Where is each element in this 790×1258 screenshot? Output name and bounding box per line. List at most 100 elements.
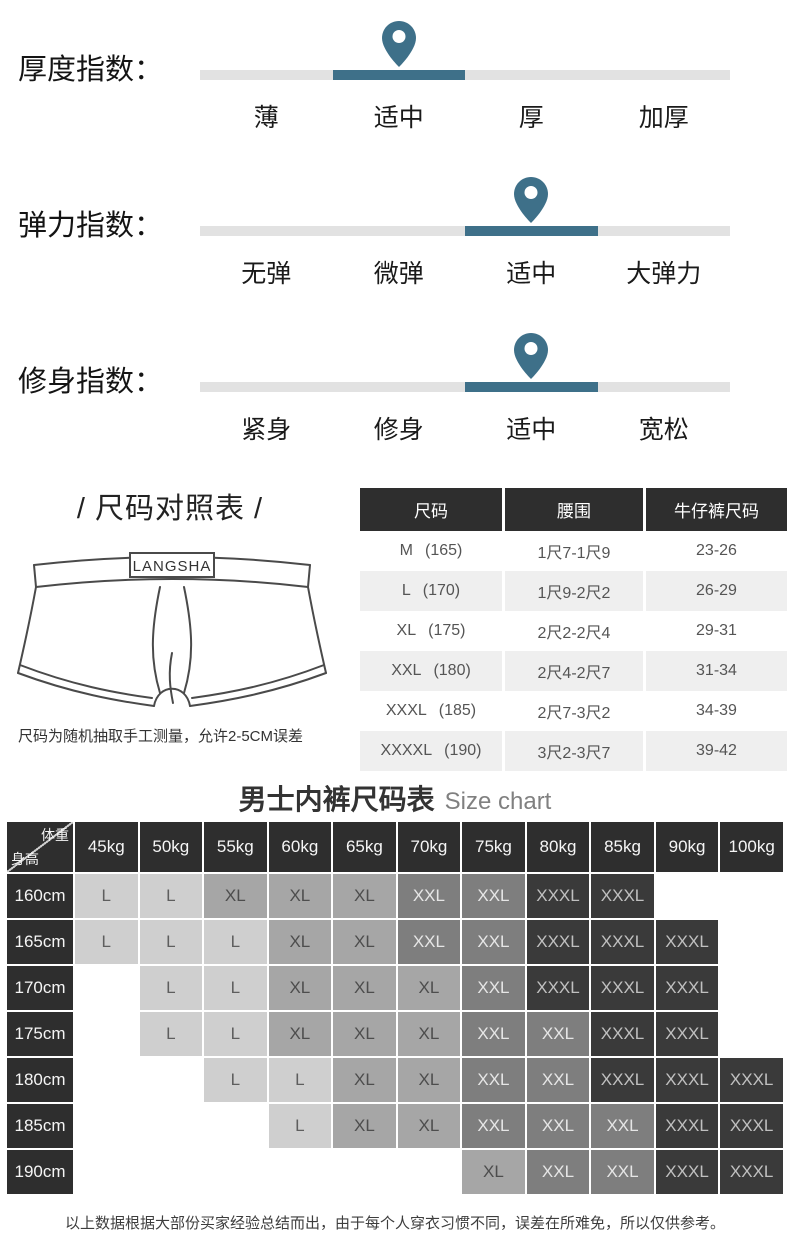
compare-jeans-cell: 29-31 xyxy=(646,611,787,651)
location-pin-glyph xyxy=(514,333,549,379)
compare-row: XL (175) 2尺2-2尺4 29-31 xyxy=(360,611,787,651)
compare-waist-cell: 2尺7-3尺2 xyxy=(505,691,643,731)
height-value: (190) xyxy=(444,742,482,759)
grid-size-cell: XL xyxy=(397,1104,461,1148)
grid-size-cell: XXL xyxy=(526,1150,590,1194)
grid-corner-cell: 体重 身高 xyxy=(7,822,73,872)
compare-header-cell: 腰围 xyxy=(505,488,643,531)
grid-size-cell: XL xyxy=(397,1058,461,1102)
grid-size-cell: XXL xyxy=(591,1150,654,1194)
compare-size-cell: XXL (180) xyxy=(360,651,502,691)
grid-size-cell: XXXL xyxy=(655,920,719,964)
grid-size-cell: XL xyxy=(268,920,332,964)
grid-size-cell: XL xyxy=(333,920,396,964)
index-active-segment xyxy=(465,226,598,236)
grid-size-cell: XXXL xyxy=(720,1104,783,1148)
compare-row: L (170) 1尺9-2尺2 26-29 xyxy=(360,571,787,611)
grid-size-cell: XXXL xyxy=(655,1012,719,1056)
grid-row: 170cm L L XL XL XL XXL XXXL XXXL XXXL xyxy=(7,966,783,1010)
grid-size-cell: L xyxy=(139,1012,203,1056)
location-pin-glyph xyxy=(514,177,549,223)
grid-size-cell: XL xyxy=(333,1058,396,1102)
grid-size-cell: XXXL xyxy=(526,874,590,918)
grid-size-cell: XXXL xyxy=(591,966,654,1010)
grid-weight-header: 70kg xyxy=(397,822,461,872)
grid-row: 185cm L XL XL XXL XXL XXL XXXL XXXL xyxy=(7,1104,783,1148)
index-row-0: 厚度指数： 薄 适中 厚 加厚 xyxy=(0,10,790,160)
grid-size-cell: XXXL xyxy=(655,966,719,1010)
grid-size-cell: XXXL xyxy=(720,1058,783,1102)
compare-jeans-cell: 31-34 xyxy=(646,651,787,691)
index-option: 厚 xyxy=(518,104,544,132)
index-label: 修身指数： xyxy=(18,366,164,398)
compare-size-cell: XXXXL (190) xyxy=(360,731,502,771)
grid-size-cell: XXL xyxy=(526,1058,590,1102)
grid-weight-header: 65kg xyxy=(333,822,396,872)
grid-row: 165cm L L L XL XL XXL XXL XXXL XXXL XXXL xyxy=(7,920,783,964)
grid-size-cell xyxy=(75,1012,138,1056)
compare-jeans-cell: 23-26 xyxy=(646,531,787,571)
grid-size-cell: L xyxy=(268,1104,332,1148)
compare-jeans-cell: 39-42 xyxy=(646,731,787,771)
height-value: (165) xyxy=(424,542,463,559)
compare-size-cell: M (165) xyxy=(360,531,502,571)
grid-weight-header: 60kg xyxy=(268,822,332,872)
grid-height-header: 170cm xyxy=(7,966,73,1010)
index-label: 弹力指数： xyxy=(18,210,164,242)
boxer-briefs-drawing: LANGSHA xyxy=(17,552,327,707)
compare-jeans-cell: 34-39 xyxy=(646,691,787,731)
grid-size-cell xyxy=(75,1150,138,1194)
grid-size-cell: XXL xyxy=(397,874,461,918)
grid-size-cell: XL xyxy=(333,1012,396,1056)
location-pin-icon xyxy=(513,332,549,380)
compare-jeans-cell: 26-29 xyxy=(646,571,787,611)
index-option: 适中 xyxy=(506,260,557,288)
index-option: 宽松 xyxy=(638,416,689,444)
compare-waist-cell: 2尺4-2尺7 xyxy=(505,651,643,691)
index-option: 无弹 xyxy=(241,260,292,288)
index-option: 修身 xyxy=(373,416,424,444)
grid-size-cell xyxy=(268,1150,332,1194)
grid-size-cell: L xyxy=(75,874,138,918)
index-option: 大弹力 xyxy=(626,260,702,288)
grid-size-cell: L xyxy=(75,920,138,964)
size-compare-section: / 尺码对照表 / LANGSHA 尺码为随机抽取手工测量，允许2-5CM误差 … xyxy=(0,485,790,771)
index-option: 适中 xyxy=(373,104,424,132)
size-compare-table: 尺码 腰围 牛仔裤尺码 M (165) 1尺7-1尺9 23-26 L (170) 1尺9-2尺2… xyxy=(357,488,790,771)
location-pin-glyph xyxy=(381,21,416,67)
grid-size-cell: XXXL xyxy=(655,1104,719,1148)
corner-height-label: 身高 xyxy=(11,851,39,867)
grid-size-cell: L xyxy=(204,920,267,964)
compare-row: XXL (180) 2尺4-2尺7 31-34 xyxy=(360,651,787,691)
grid-size-cell: XXL xyxy=(462,1104,525,1148)
grid-size-cell xyxy=(75,1058,138,1102)
height-value: (185) xyxy=(438,702,477,719)
size-chart-title: 男士内裤尺码表 Size chart xyxy=(0,778,790,818)
grid-height-header: 165cm xyxy=(7,920,73,964)
compare-size-cell: XL (175) xyxy=(360,611,502,651)
grid-size-cell: XL xyxy=(333,874,396,918)
measure-note: 尺码为随机抽取手工测量，允许2-5CM误差 xyxy=(18,728,304,745)
grid-size-cell: XXL xyxy=(462,874,525,918)
grid-size-cell xyxy=(75,1104,138,1148)
size-value: L xyxy=(401,582,411,599)
grid-weight-header: 75kg xyxy=(462,822,525,872)
grid-size-cell: XXL xyxy=(526,1104,590,1148)
compare-row: XXXL (185) 2尺7-3尺2 34-39 xyxy=(360,691,787,731)
grid-row: 160cm L L XL XL XL XXL XXL XXXL XXXL xyxy=(7,874,783,918)
grid-size-cell xyxy=(397,1150,461,1194)
location-pin-icon xyxy=(513,176,549,224)
grid-size-cell: L xyxy=(139,920,203,964)
index-track xyxy=(200,382,730,392)
grid-size-cell: XL xyxy=(268,874,332,918)
grid-weight-header: 100kg xyxy=(720,822,783,872)
grid-size-cell xyxy=(139,1150,203,1194)
grid-size-cell: L xyxy=(139,966,203,1010)
grid-size-cell: XXXL xyxy=(591,1058,654,1102)
grid-size-cell: XXXL xyxy=(591,920,654,964)
grid-size-cell: XL xyxy=(397,1012,461,1056)
index-option: 微弹 xyxy=(373,260,424,288)
grid-size-cell: XXXL xyxy=(591,874,654,918)
grid-size-cell: XL xyxy=(397,966,461,1010)
